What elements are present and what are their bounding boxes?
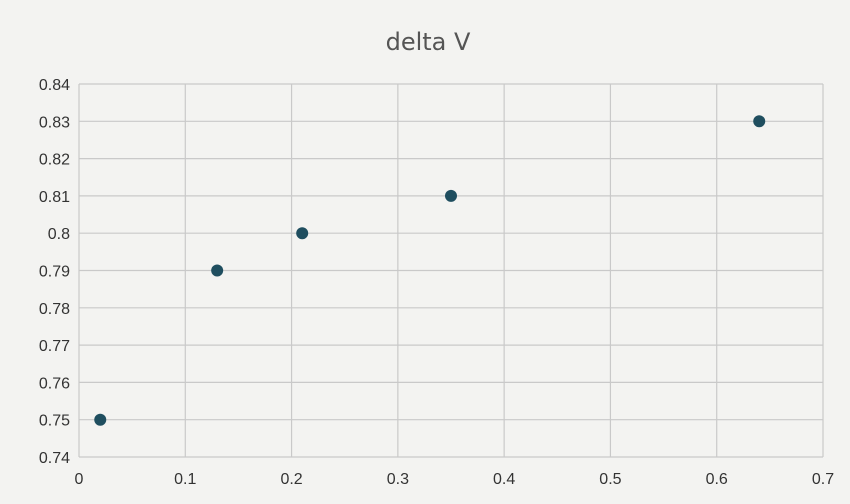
x-axis-ticks: 0 0.1 0.2 0.3 0.4 0.5 0.6 0.7 [75,471,835,488]
y-tick-label: 0.77 [39,338,70,355]
data-point [445,189,457,202]
x-tick-label: 0.1 [174,471,196,488]
y-tick-label: 0.78 [39,301,70,318]
y-axis-ticks: 0.74 0.75 0.76 0.77 0.78 0.79 0.8 0.81 0.82 0.83 0… [39,77,70,467]
x-tick-label: 0.2 [280,471,302,488]
x-tick-label: 0 [75,471,84,488]
y-tick-label: 0.79 [39,264,70,281]
y-tick-label: 0.8 [48,226,70,243]
data-point [211,264,224,277]
y-tick-label: 0.83 [39,114,70,131]
x-tick-label: 0.4 [493,471,515,488]
data-point [94,413,107,426]
data-point [753,115,766,128]
chart-title: delta V [386,28,471,56]
y-tick-label: 0.84 [39,77,70,94]
y-tick-label: 0.82 [39,152,70,169]
x-tick-label: 0.3 [387,471,409,488]
y-tick-label: 0.75 [39,413,70,430]
x-tick-label: 0.5 [599,471,621,488]
y-tick-label: 0.74 [39,450,70,467]
y-tick-label: 0.81 [39,189,70,206]
x-tick-label: 0.6 [706,471,728,488]
x-tick-label: 0.7 [812,471,834,488]
data-points [94,115,766,426]
data-point [296,227,309,240]
y-tick-label: 0.76 [39,375,70,392]
gridlines [78,83,824,458]
